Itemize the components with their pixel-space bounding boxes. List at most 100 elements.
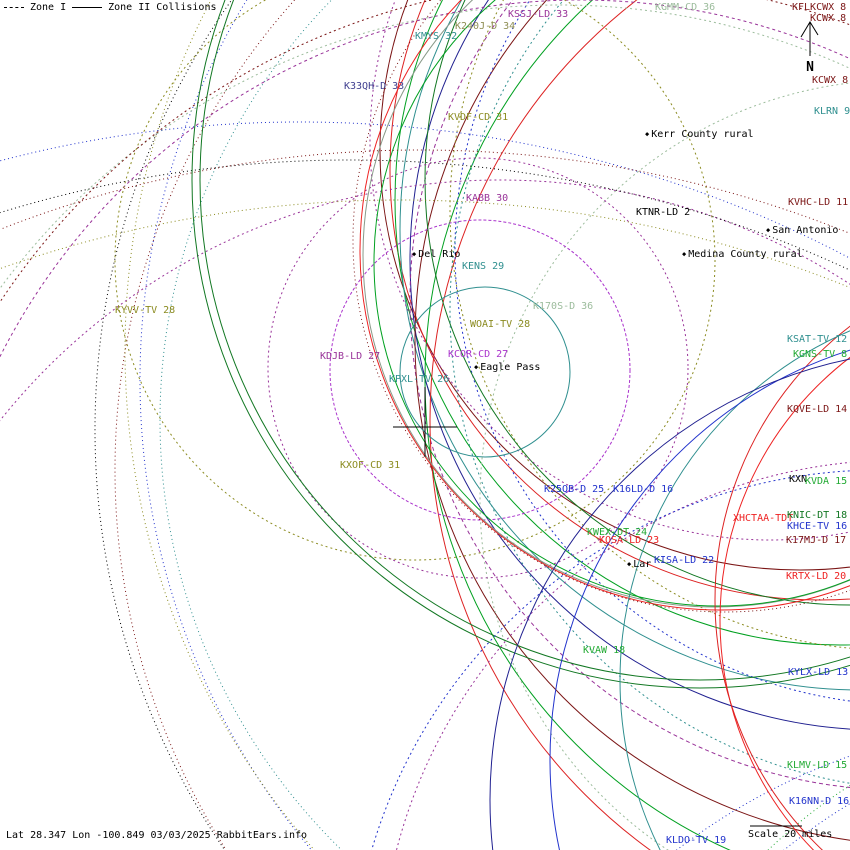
city-label: ◆ Medina County rural (682, 249, 803, 260)
scale-label: Scale 20 miles (748, 829, 833, 840)
city-label-text: Eagle Pass (480, 362, 541, 373)
station-label-text: K17MJ-D 17 (786, 535, 847, 546)
legend: Zone I Zone II Collisions (4, 2, 217, 13)
station-label-text: KMYS 32 (415, 31, 458, 42)
station-label: K25QB-D 25 (544, 484, 604, 495)
station-label-text: KGMM-CD 36 (655, 2, 716, 13)
station-label: KLDO-TV 19 (666, 835, 726, 846)
zone1-line-sample-icon (4, 7, 24, 8)
station-label: KSSJ-LD 33 (508, 9, 568, 20)
station-label-text: KVDF-CD 31 (448, 112, 509, 123)
station-label: KISA-LD 22 (654, 555, 714, 566)
station-label: KCWX 8 (812, 75, 848, 86)
station-label-text: KVDA 15 (805, 476, 848, 487)
station-label: KENS 29 (462, 261, 504, 272)
city-label: ◆ Lar (627, 559, 651, 570)
station-label-text: KPXL-TV 26 (389, 374, 450, 385)
station-label-text: K16NN-D 16 (789, 796, 850, 807)
zone2-line-sample-icon (72, 7, 103, 8)
city-label: ◆ Eagle Pass (474, 362, 540, 373)
city-label: ◆ Del Rio (412, 249, 460, 260)
station-label: KYVV-TV 28 (115, 305, 175, 316)
station-label: KXN (789, 474, 807, 485)
station-label-text: KCOR-CD 27 (448, 349, 509, 360)
station-label-text: KHCE-TV 16 (787, 521, 848, 532)
station-label-text: KLRN 9 (814, 106, 850, 117)
station-label: K16NN-D 16 (789, 796, 849, 807)
station-label-text: K240J-D 34 (455, 21, 516, 32)
station-label-text: KVHC-LD 11 (788, 197, 849, 208)
city-label-text: Medina County rural (688, 249, 803, 260)
station-label: K240J-D 34 (455, 21, 515, 32)
station-label-text: K16LD-D 16 (613, 484, 674, 495)
city-label: ◆ Kerr County rural (645, 129, 754, 140)
city-label-text: Del Rio (418, 249, 461, 260)
station-label: KPXL-TV 26 (389, 374, 449, 385)
station-label: KSAT-TV 12 (787, 334, 847, 345)
station-label: KNIC-DT 18 (787, 510, 847, 521)
station-label: KGNS-TV 8 (793, 349, 847, 360)
station-label: K33QH-D 33 (344, 81, 404, 92)
station-label-text: KXOF-CD 31 (340, 460, 401, 471)
station-label: WOAI-TV 28 (470, 319, 530, 330)
station-label-text: KOSA-LD 23 (599, 535, 660, 546)
city-label: ◆ San Antonio (766, 225, 838, 236)
station-label: KABB 30 (466, 193, 508, 204)
station-label: KVAW 18 (583, 645, 625, 656)
station-label-text: KNIC-DT 18 (787, 510, 848, 521)
station-label-text: KYLX-LD 13 (788, 667, 849, 678)
station-label-text: KYVV-TV 28 (115, 305, 176, 316)
station-label-text: KQVE-LD 14 (787, 404, 848, 415)
station-label-text: WOAI-TV 28 (470, 319, 531, 330)
station-label-text: XHCTAA-TDT (733, 513, 794, 524)
station-label: KCWX 8 (810, 13, 846, 24)
station-label-text: KSSJ-LD 33 (508, 9, 569, 20)
station-label: K17MJ-D 17 (786, 535, 846, 546)
station-label: KVDA 15 (805, 476, 847, 487)
city-marker-icon: ◆ (412, 250, 417, 258)
city-label-text: Lar (633, 559, 652, 570)
station-label-text: KLMV-LD 15 (787, 760, 848, 771)
station-label: KFLKCWX 8 (792, 2, 846, 13)
station-label-text: KSAT-TV 12 (787, 334, 848, 345)
station-label-text: KDJB-LD 27 (320, 351, 381, 362)
station-label: KYLX-LD 13 (788, 667, 848, 678)
station-label-text: KTNR-LD 2 (636, 207, 691, 218)
station-label-text: K33QH-D 33 (344, 81, 405, 92)
station-label-text: KVAW 18 (583, 645, 626, 656)
station-label-text: KLDO-TV 19 (666, 835, 727, 846)
station-label: KCOR-CD 27 (448, 349, 508, 360)
station-label: KTNR-LD 2 (636, 207, 690, 218)
station-label: KLRN 9 (814, 106, 850, 117)
station-label: KQVE-LD 14 (787, 404, 847, 415)
station-label: KGMM-CD 36 (655, 2, 715, 13)
legend-zone2-label: Zone II Collisions (108, 2, 217, 13)
station-label: KVHC-LD 11 (788, 197, 848, 208)
station-label: KLMV-LD 15 (787, 760, 847, 771)
city-marker-icon: ◆ (474, 363, 479, 371)
station-label-text: KISA-LD 22 (654, 555, 715, 566)
station-label: KVDF-CD 31 (448, 112, 508, 123)
station-label-text: KGNS-TV 8 (793, 349, 848, 360)
city-marker-icon: ◆ (627, 560, 632, 568)
station-label-text: KCWX 8 (810, 13, 847, 24)
city-marker-icon: ◆ (645, 130, 650, 138)
city-marker-icon: ◆ (766, 226, 771, 234)
north-arrow-label: N (806, 60, 814, 75)
station-label-text: KRTX-LD 20 (786, 571, 847, 582)
city-label-text: Kerr County rural (651, 129, 754, 140)
station-label: KWEX-DT 24 (587, 527, 647, 538)
station-label-text: K25QB-D 25 (544, 484, 605, 495)
legend-zone1-label: Zone I (30, 2, 67, 13)
station-label: KRTX-LD 20 (786, 571, 846, 582)
station-label: KDJB-LD 27 (320, 351, 380, 362)
station-label-text: KCWX 8 (812, 75, 849, 86)
station-label: KOSA-LD 23 (599, 535, 659, 546)
station-label-text: KXN (789, 474, 808, 485)
station-label-text: K170S-D 36 (533, 301, 594, 312)
city-marker-icon: ◆ (682, 250, 687, 258)
station-label: K16LD-D 16 (613, 484, 673, 495)
